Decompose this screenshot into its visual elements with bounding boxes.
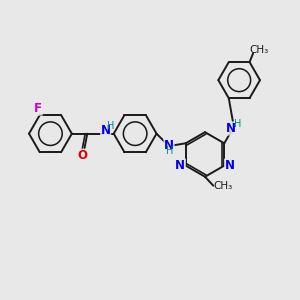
Text: CH₃: CH₃ <box>213 181 232 191</box>
Text: CH₃: CH₃ <box>250 45 269 55</box>
Text: H: H <box>166 146 173 157</box>
Text: H: H <box>107 121 114 131</box>
Text: N: N <box>175 159 185 172</box>
Text: O: O <box>78 149 88 162</box>
Text: N: N <box>226 122 236 135</box>
Text: N: N <box>225 159 235 172</box>
Text: N: N <box>101 124 111 137</box>
Text: F: F <box>34 102 42 115</box>
Text: H: H <box>234 119 241 129</box>
Text: N: N <box>164 139 174 152</box>
